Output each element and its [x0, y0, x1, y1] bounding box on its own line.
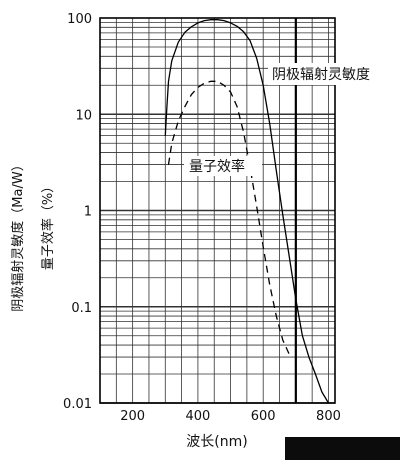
y-tick-label: 100 — [67, 12, 92, 27]
y-tick-label: 0.01 — [63, 397, 92, 412]
y-tick-label: 0.1 — [71, 301, 92, 316]
series-line-quantum-efficiency — [167, 80, 294, 358]
annotation-sensitivity: 阴极辐射灵敏度 — [272, 67, 370, 83]
annotation-quantum-efficiency: 量子效率 — [189, 158, 245, 175]
x-tick-label: 800 — [316, 409, 341, 424]
annotation-background — [184, 156, 262, 176]
series-layer — [164, 19, 330, 404]
y-tick-label: 10 — [75, 108, 92, 123]
series-line-sensitivity — [164, 19, 330, 404]
y-tick-label: 1 — [84, 205, 92, 220]
y-axis-title-quantum-efficiency: 量子效率（%） — [40, 180, 56, 270]
x-tick-label: 200 — [120, 409, 145, 424]
x-tick-label: 400 — [186, 409, 211, 424]
corner-dark-block — [285, 437, 400, 460]
x-axis-title: 波长(nm) — [186, 434, 247, 450]
tick-label-layer: 200 400 600 800 100 10 1 0.1 0.01 — [63, 12, 341, 424]
plot-frame — [99, 17, 336, 404]
x-tick-label: 600 — [251, 409, 276, 424]
annotation-background — [268, 63, 392, 85]
y-axis-title-sensitivity: 阴极辐射灵敏度（Ma/W） — [10, 158, 26, 311]
